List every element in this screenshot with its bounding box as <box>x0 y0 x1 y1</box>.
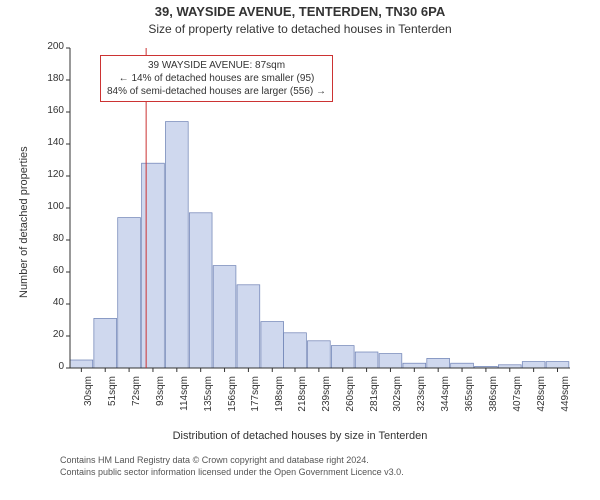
histogram-bar <box>403 363 426 368</box>
y-tick-label: 200 <box>36 41 64 52</box>
chart-subtitle: Size of property relative to detached ho… <box>0 22 600 36</box>
x-tick-label: 386sqm <box>488 376 499 426</box>
histogram-bar <box>261 322 284 368</box>
x-tick-label: 51sqm <box>107 376 118 426</box>
histogram-bar <box>213 266 236 368</box>
x-tick-label: 30sqm <box>83 376 94 426</box>
x-tick-label: 449sqm <box>560 376 571 426</box>
x-tick-label: 239sqm <box>321 376 332 426</box>
x-tick-label: 323sqm <box>416 376 427 426</box>
histogram-bar <box>165 122 188 368</box>
y-tick-label: 0 <box>36 361 64 372</box>
x-tick-label: 281sqm <box>369 376 380 426</box>
attribution-footer: Contains HM Land Registry data © Crown c… <box>60 455 404 478</box>
x-tick-label: 407sqm <box>512 376 523 426</box>
x-axis-label: Distribution of detached houses by size … <box>0 430 600 442</box>
chart-title: 39, WAYSIDE AVENUE, TENTERDEN, TN30 6PA <box>0 4 600 19</box>
x-tick-label: 135sqm <box>203 376 214 426</box>
histogram-bar <box>522 362 545 368</box>
histogram-bar <box>237 285 260 368</box>
x-tick-label: 365sqm <box>464 376 475 426</box>
y-tick-label: 160 <box>36 105 64 116</box>
x-tick-label: 72sqm <box>131 376 142 426</box>
histogram-bar <box>118 218 141 368</box>
property-annotation: 39 WAYSIDE AVENUE: 87sqm ← 14% of detach… <box>100 55 333 102</box>
annotation-line1: 39 WAYSIDE AVENUE: 87sqm <box>107 59 326 72</box>
histogram-bar <box>308 341 331 368</box>
y-tick-label: 60 <box>36 265 64 276</box>
histogram-bar <box>331 346 354 368</box>
y-axis-label: Number of detached properties <box>18 146 30 298</box>
x-tick-label: 156sqm <box>227 376 238 426</box>
histogram-bar <box>546 362 569 368</box>
histogram-bar <box>355 352 378 368</box>
y-tick-label: 100 <box>36 201 64 212</box>
histogram-bar <box>379 354 402 368</box>
x-tick-label: 177sqm <box>250 376 261 426</box>
histogram-bar <box>451 363 474 368</box>
x-tick-label: 114sqm <box>179 376 190 426</box>
x-tick-label: 302sqm <box>392 376 403 426</box>
y-tick-label: 20 <box>36 329 64 340</box>
x-tick-label: 93sqm <box>155 376 166 426</box>
histogram-bar <box>427 358 450 368</box>
histogram-bar <box>284 333 307 368</box>
y-tick-label: 80 <box>36 233 64 244</box>
histogram-bar <box>142 163 165 368</box>
y-tick-label: 140 <box>36 137 64 148</box>
x-tick-label: 428sqm <box>536 376 547 426</box>
x-tick-label: 198sqm <box>274 376 285 426</box>
y-tick-label: 40 <box>36 297 64 308</box>
footer-line2: Contains public sector information licen… <box>60 467 404 479</box>
annotation-line3: 84% of semi-detached houses are larger (… <box>107 85 326 98</box>
x-tick-label: 260sqm <box>345 376 356 426</box>
footer-line1: Contains HM Land Registry data © Crown c… <box>60 455 404 467</box>
annotation-line2: ← 14% of detached houses are smaller (95… <box>107 72 326 85</box>
y-tick-label: 180 <box>36 73 64 84</box>
x-tick-label: 344sqm <box>440 376 451 426</box>
y-tick-label: 120 <box>36 169 64 180</box>
histogram-bar <box>189 213 212 368</box>
histogram-bar <box>70 360 93 368</box>
histogram-bar <box>94 318 117 368</box>
x-tick-label: 218sqm <box>297 376 308 426</box>
